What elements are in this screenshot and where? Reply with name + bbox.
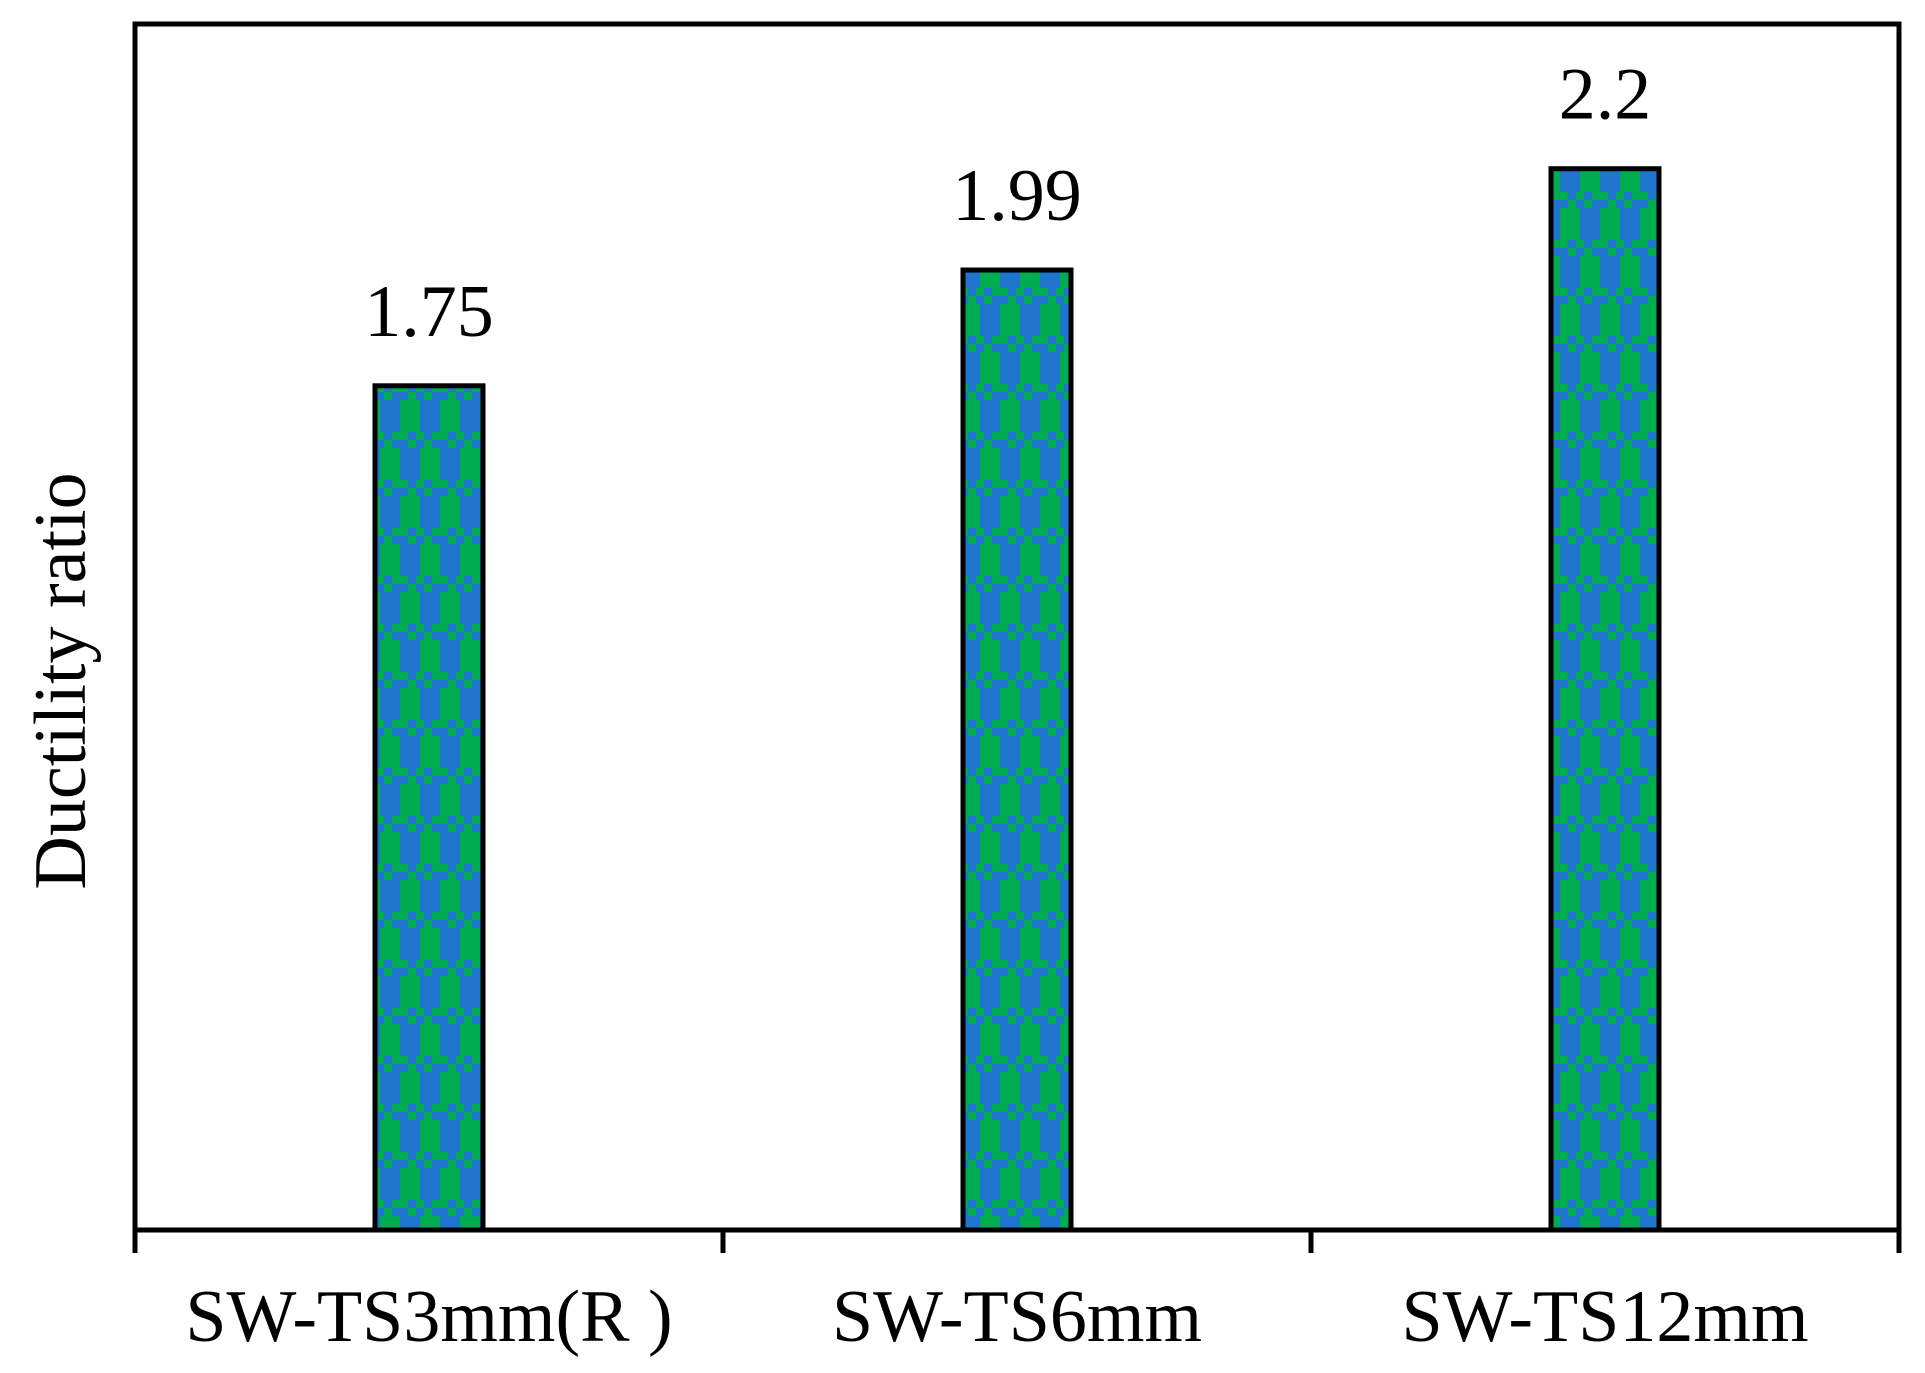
x-axis-ticks bbox=[132, 1230, 1902, 1253]
bar-3 bbox=[1548, 166, 1662, 1233]
category-label-2: SW-TS6mm bbox=[832, 1276, 1202, 1358]
category-label-3: SW-TS12mm bbox=[1401, 1276, 1808, 1358]
value-label-1: 1.75 bbox=[364, 271, 494, 353]
y-axis-title: Ductility ratio bbox=[20, 472, 102, 889]
plot-area-border bbox=[132, 21, 1902, 1233]
category-label-1: SW-TS3mm(R ) bbox=[185, 1276, 672, 1358]
value-label-2: 1.99 bbox=[952, 155, 1082, 237]
bar-1 bbox=[372, 383, 486, 1233]
value-label-3: 2.2 bbox=[1559, 54, 1652, 136]
bar-2 bbox=[960, 267, 1074, 1233]
